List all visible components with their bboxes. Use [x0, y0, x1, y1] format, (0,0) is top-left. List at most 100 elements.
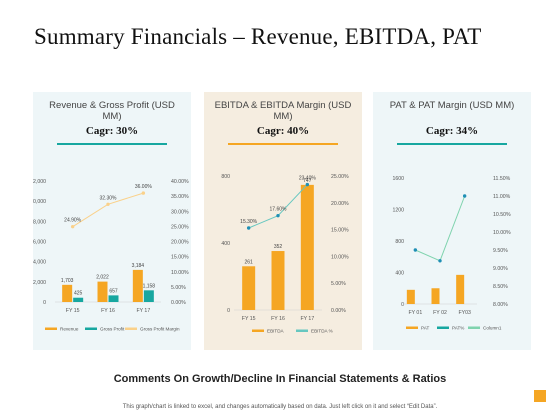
panel-title: PAT & PAT Margin (USD MM): [389, 100, 515, 111]
bar-pat: [406, 289, 415, 304]
bar-pat: [431, 288, 440, 304]
line-data-label: 23.40%: [299, 176, 317, 182]
right-tick-label: 25.00%: [171, 224, 189, 230]
revenue-chart: 12,000 10,000 8,000 6,000 4,000 2,000 0 40.00% 3…: [33, 179, 189, 332]
left-tick-label: 0: [43, 300, 46, 306]
left-tick-label: 400: [221, 241, 230, 247]
left-tick-label: 8,000: [33, 219, 46, 225]
legend-swatch: [468, 326, 480, 329]
line-data-label: 17.60%: [270, 207, 288, 213]
legend-label: Column1: [483, 326, 502, 331]
left-tick-label: 0: [401, 302, 404, 308]
bar-ebitda: [242, 266, 256, 310]
panel-cagr: Cagr: 40%: [256, 125, 310, 137]
legend-label: Gross Profit Margin: [140, 327, 180, 332]
right-tick-label: 35.00%: [171, 194, 189, 200]
bar-data-label: 2,022: [96, 275, 109, 281]
bar-data-label: 425: [74, 291, 83, 297]
bar-data-label: 3,184: [132, 263, 145, 269]
left-tick-label: 0: [227, 308, 230, 314]
category-label: FY 02: [433, 310, 447, 316]
right-tick-label: 0.00%: [331, 308, 346, 314]
right-tick-label: 25.00%: [331, 174, 349, 180]
line-point: [106, 202, 110, 206]
footer-note: This graph/chart is linked to excel, and…: [122, 404, 438, 410]
category-label: FY 17: [300, 316, 314, 322]
right-tick-label: 11.50%: [493, 176, 511, 182]
left-tick-label: 400: [395, 271, 404, 277]
right-tick-label: 15.00%: [171, 255, 189, 261]
line-data-label: 36.00%: [135, 184, 153, 190]
right-tick-label: 0.00%: [171, 300, 186, 306]
bar-data-label: 1,158: [143, 283, 156, 289]
bar-ebitda: [300, 184, 314, 310]
right-tick-label: 8.50%: [493, 284, 508, 290]
bar-gross-profit: [73, 297, 84, 302]
left-tick-label: 800: [395, 239, 404, 245]
right-tick-label: 20.00%: [331, 201, 349, 207]
bar-revenue: [62, 284, 73, 302]
category-label: FY 01: [408, 310, 422, 316]
left-tick-label: 1600: [392, 176, 404, 182]
legend-swatch: [125, 327, 137, 330]
bar-gross-profit: [143, 290, 154, 302]
ebitda-chart: 800 400 0 25.00% 20.00% 15.00% 10.00% 5.00% 0.00…: [221, 174, 349, 334]
bar-revenue: [132, 269, 143, 302]
pat-chart: 1600 1200 800 400 0 11.50% 11.00% 10.50% 10.00% 9…: [392, 176, 511, 331]
right-tick-label: 10.00%: [331, 254, 349, 260]
category-label: FY 16: [101, 308, 115, 314]
line-point: [413, 248, 418, 252]
panel-cagr: Cagr: 34%: [425, 125, 479, 137]
panel-underline: [397, 143, 507, 145]
line-point: [305, 182, 310, 187]
panel-ebitda: EBITDA & EBITDA Margin (USD MM) Cagr: 40…: [204, 92, 362, 350]
left-tick-label: 12,000: [33, 179, 46, 185]
line-data-label: 24.90%: [64, 218, 82, 224]
left-tick-label: 6,000: [33, 240, 46, 246]
left-tick-label: 800: [221, 174, 230, 180]
panel-title: Revenue & Gross Profit (USD MM): [49, 100, 175, 122]
legend-swatch: [85, 327, 97, 330]
right-tick-label: 10.50%: [493, 212, 511, 218]
legend-swatch: [296, 329, 308, 332]
panel-pat: PAT & PAT Margin (USD MM) Cagr: 34% 1600…: [373, 92, 531, 350]
category-label: FY03: [458, 310, 471, 316]
legend-swatch: [252, 329, 264, 332]
bar-data-label: 352: [274, 244, 283, 250]
line-data-label: 32.30%: [100, 195, 118, 201]
bar-revenue: [97, 281, 108, 302]
right-tick-label: 10.00%: [493, 230, 511, 236]
bar-data-label: 261: [244, 259, 253, 265]
page-title: Summary Financials – Revenue, EBITDA, PA…: [34, 24, 482, 49]
right-tick-label: 40.00%: [171, 179, 189, 185]
panel-underline: [228, 143, 338, 145]
left-tick-label: 4,000: [33, 260, 46, 266]
right-tick-label: 10.00%: [171, 270, 189, 276]
legend-label: Revenue: [60, 327, 79, 332]
left-tick-label: 10,000: [33, 199, 46, 205]
bar-pat: [456, 274, 465, 304]
legend-label: Gross Profit: [100, 327, 125, 332]
legend-label: EBITDA: [267, 329, 285, 334]
legend-swatch: [406, 326, 418, 329]
line-point: [141, 191, 146, 195]
panel-underline: [57, 143, 167, 145]
series-line-column1: [415, 195, 466, 262]
legend-swatch: [45, 327, 57, 330]
bar-ebitda: [271, 251, 285, 310]
right-tick-label: 5.00%: [331, 281, 346, 287]
panel-title: EBITDA & EBITDA Margin (USD MM): [214, 100, 352, 122]
panel-revenue: Revenue & Gross Profit (USD MM) Cagr: 30…: [33, 92, 191, 350]
panel-cagr: Cagr: 30%: [85, 125, 139, 137]
legend-swatch: [437, 326, 449, 329]
left-tick-label: 2,000: [33, 280, 46, 286]
line-point: [70, 224, 75, 229]
left-tick-label: 1200: [392, 208, 404, 214]
right-tick-label: 9.50%: [493, 248, 508, 254]
line-point: [246, 226, 251, 230]
legend-label: EBITDA %: [311, 329, 333, 334]
bar-data-label: 747: [303, 178, 312, 184]
comments-heading: Comments On Growth/Decline In Financial …: [113, 373, 447, 385]
right-tick-label: 30.00%: [171, 209, 189, 215]
legend-label: PAT%: [452, 326, 464, 331]
